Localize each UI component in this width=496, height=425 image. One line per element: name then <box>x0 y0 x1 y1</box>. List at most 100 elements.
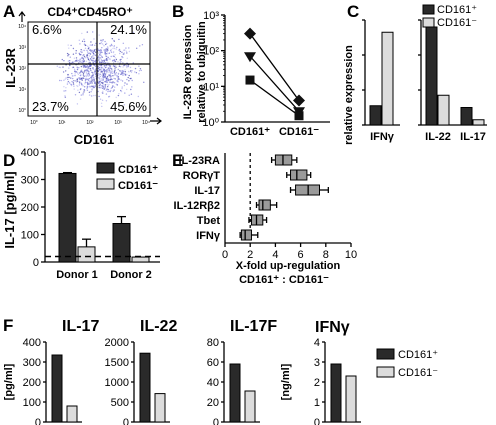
scatter-point <box>79 61 81 63</box>
subplot-title: IFNγ <box>315 319 350 336</box>
scatter-point <box>102 86 105 88</box>
scatter-point <box>94 85 96 88</box>
scatter-point <box>67 78 69 81</box>
scatter-point <box>125 50 128 52</box>
y-tick-label: 10³ <box>203 10 219 22</box>
x-tick-label: 4 <box>272 249 278 261</box>
scatter-point <box>86 49 88 52</box>
scatter-point <box>122 62 124 64</box>
scatter-point <box>117 94 120 97</box>
plot-frame <box>27 21 151 117</box>
scatter-point <box>80 69 83 71</box>
scatter-point <box>91 59 93 62</box>
scatter-point <box>74 73 76 75</box>
scatter-point <box>64 78 66 80</box>
row-label: RORγT <box>183 170 221 182</box>
scatter-point <box>72 47 75 50</box>
scatter-point <box>70 84 73 87</box>
scatter-point <box>117 79 119 81</box>
x-tick-label: 2 <box>247 249 253 261</box>
scatter-point <box>87 57 89 59</box>
scatter-point <box>88 67 90 70</box>
scatter-point <box>98 49 100 51</box>
scatter-point <box>92 50 94 53</box>
scatter-point <box>68 76 70 79</box>
scatter-point <box>89 80 91 83</box>
scatter-point <box>120 58 122 61</box>
scatter-point <box>105 100 108 102</box>
scatter-point <box>71 75 74 77</box>
scatter-point <box>106 56 109 58</box>
scatter-point <box>137 95 139 98</box>
scatter-point <box>104 75 107 77</box>
x-tick-label: 6 <box>298 249 304 261</box>
scatter-point <box>65 87 67 89</box>
row-label: Tbet <box>197 215 221 227</box>
scatter-point <box>63 79 65 82</box>
scatter-point <box>119 70 121 73</box>
scatter-point <box>68 82 71 84</box>
scatter-point <box>97 90 99 93</box>
scatter-point <box>102 90 104 93</box>
scatter-point <box>105 58 108 60</box>
bar <box>58 172 77 263</box>
scatter-point <box>117 61 119 63</box>
scatter-point <box>79 71 82 73</box>
scatter-point <box>124 49 126 51</box>
scatter-point <box>108 71 110 74</box>
y-tick-label: 4 <box>314 337 320 349</box>
y-axis-label: IL-23R <box>3 48 18 88</box>
scatter-point <box>115 58 118 61</box>
scatter-point <box>91 87 93 90</box>
y-tick-label: 2 <box>314 377 320 389</box>
scatter-point <box>104 62 107 64</box>
scatter-point <box>76 85 78 87</box>
scatter-point <box>80 88 82 90</box>
scatter-point <box>100 39 102 41</box>
y-tick-label: 20 <box>207 397 219 409</box>
scatter-point <box>81 40 84 42</box>
scatter-point <box>134 67 137 70</box>
scatter-point <box>101 81 103 84</box>
scatter-point <box>118 38 120 41</box>
scatter-point <box>115 48 118 50</box>
scatter-point <box>83 61 85 63</box>
y-axis-label: IL-17 [pg/ml] <box>2 171 17 248</box>
scatter-point <box>83 89 85 91</box>
series-line <box>249 33 300 101</box>
row-label: IL-17 <box>194 185 220 197</box>
scatter-point <box>73 80 75 82</box>
scatter-point <box>60 79 63 82</box>
scatter-point <box>98 55 100 57</box>
scatter-point <box>105 77 108 80</box>
scatter-point <box>86 68 89 70</box>
scatter-point <box>113 89 115 91</box>
scatter-point <box>75 80 77 82</box>
bar <box>460 107 473 126</box>
scatter-point <box>127 65 129 68</box>
bar <box>472 119 485 126</box>
x-tick-label: IL-22 <box>425 131 451 143</box>
scatter-point <box>128 80 130 82</box>
scatter-point <box>87 45 89 47</box>
scatter-point <box>98 78 101 80</box>
scatter-point <box>90 75 93 78</box>
scatter-point <box>82 94 84 96</box>
scatter-point <box>88 52 90 55</box>
scatter-point <box>101 87 104 90</box>
scatter-point <box>92 85 94 88</box>
scatter-point <box>110 81 112 84</box>
scatter-point <box>78 81 81 83</box>
scatter-point <box>81 32 83 35</box>
scatter-point <box>85 74 87 77</box>
data-point-square <box>294 111 304 121</box>
scatter-point <box>77 73 80 76</box>
scatter-point <box>94 44 96 46</box>
scatter-point <box>121 51 123 53</box>
scatter-point <box>83 38 85 40</box>
scatter-point <box>113 55 115 58</box>
x-tick-label: CD161⁻ <box>279 126 319 138</box>
y-tick-label: 10³ <box>19 45 27 51</box>
scatter-point <box>84 47 87 49</box>
scatter-point <box>114 74 116 76</box>
